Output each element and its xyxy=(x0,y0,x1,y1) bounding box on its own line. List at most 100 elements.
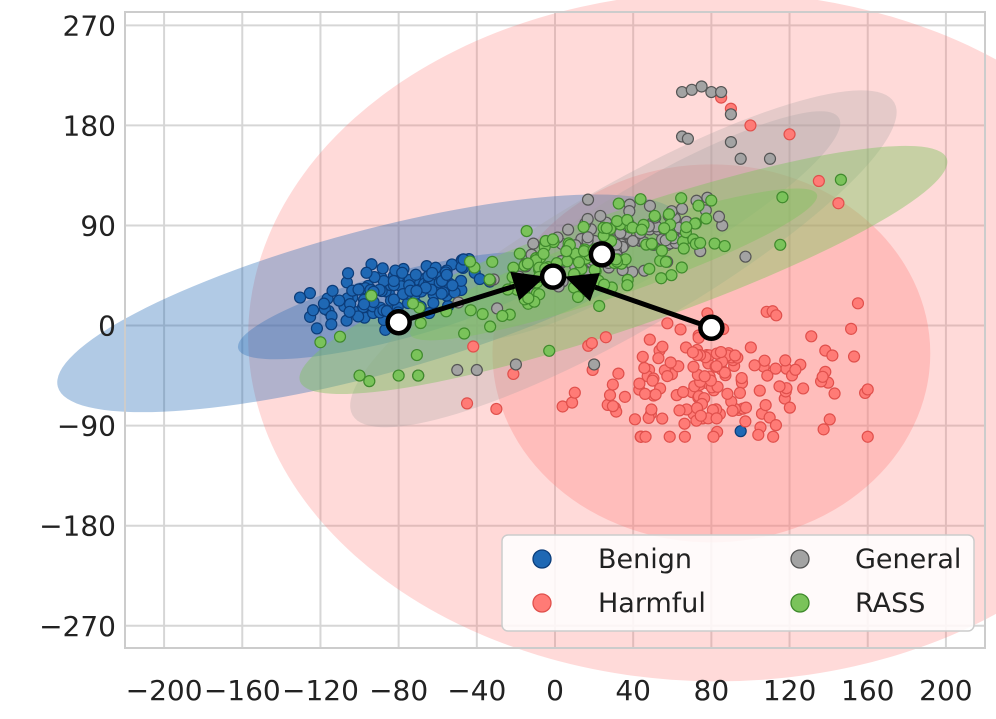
point-harmful xyxy=(467,340,480,353)
point-benign xyxy=(410,284,423,297)
point-harmful xyxy=(674,323,687,336)
point-benign xyxy=(326,284,339,297)
point-harmful xyxy=(744,119,757,132)
point-rass xyxy=(834,173,847,186)
x-tick-label: 160 xyxy=(841,674,894,707)
x-tick-label: −40 xyxy=(447,674,506,707)
point-general xyxy=(712,210,726,223)
y-tick-label: −180 xyxy=(39,510,116,543)
point-harmful xyxy=(783,401,796,414)
point-harmful xyxy=(761,369,774,382)
point-general xyxy=(695,80,708,93)
point-general xyxy=(643,199,657,212)
legend-label-rass: RASS xyxy=(855,588,925,619)
point-benign xyxy=(446,279,459,292)
point-rass xyxy=(658,222,671,235)
point-benign xyxy=(440,268,453,281)
x-tick-label: 120 xyxy=(763,674,816,707)
point-benign xyxy=(387,293,400,306)
point-general xyxy=(594,209,607,223)
point-rass xyxy=(662,208,676,221)
point-harmful xyxy=(585,336,598,350)
point-rass xyxy=(314,336,327,349)
point-harmful xyxy=(643,333,656,346)
point-harmful xyxy=(565,396,579,409)
y-tick-label: −90 xyxy=(57,410,116,443)
point-rass xyxy=(645,237,658,250)
legend-item-general: General xyxy=(790,544,961,575)
point-harmful xyxy=(673,404,686,417)
x-tick-label: −120 xyxy=(282,674,359,707)
point-harmful xyxy=(753,384,766,397)
point-harmful xyxy=(769,362,782,375)
point-rass xyxy=(412,369,425,382)
point-general xyxy=(562,223,575,236)
point-rass xyxy=(410,348,423,362)
legend-label-general: General xyxy=(855,544,961,575)
point-harmful xyxy=(789,363,802,376)
point-harmful xyxy=(718,366,731,379)
point-harmful xyxy=(828,387,841,400)
point-harmful xyxy=(735,371,748,385)
point-general xyxy=(675,202,689,215)
point-rass xyxy=(496,309,509,323)
point-harmful xyxy=(769,419,783,432)
point-harmful xyxy=(812,174,825,188)
legend-marker-harmful xyxy=(532,593,552,613)
point-benign xyxy=(293,291,307,304)
point-rass xyxy=(776,191,789,204)
legend: Benign General Harmful RASS xyxy=(501,534,975,632)
point-harmful xyxy=(645,403,658,416)
point-harmful xyxy=(639,430,652,443)
point-harmful xyxy=(612,367,625,380)
point-rass xyxy=(665,229,678,242)
point-rass xyxy=(655,244,669,257)
point-harmful xyxy=(710,360,723,373)
point-harmful xyxy=(861,383,874,396)
point-rass xyxy=(692,199,705,212)
centroid-rass xyxy=(539,263,567,290)
point-harmful xyxy=(656,340,669,353)
point-harmful xyxy=(770,309,783,322)
point-benign xyxy=(343,305,356,318)
arrow-shaft xyxy=(594,284,713,331)
point-harmful xyxy=(759,399,772,412)
point-harmful xyxy=(638,387,652,400)
point-harmful xyxy=(656,412,669,425)
x-tick-label: 0 xyxy=(546,674,564,707)
y-axis-ticks: 270 180 90 0 −90 −180 −270 xyxy=(39,9,116,642)
point-benign xyxy=(409,268,422,281)
point-harmful xyxy=(710,412,723,425)
point-harmful xyxy=(687,360,700,373)
y-tick-label: 0 xyxy=(98,310,116,343)
point-rass xyxy=(655,272,668,285)
point-harmful xyxy=(832,197,845,210)
point-general xyxy=(626,234,639,248)
point-harmful xyxy=(707,430,720,443)
point-benign xyxy=(427,296,440,310)
point-rass xyxy=(665,269,678,282)
centroid-benign xyxy=(385,308,412,336)
point-rass xyxy=(700,212,713,225)
centroid-harmful xyxy=(698,314,725,342)
point-benign xyxy=(396,266,409,279)
y-tick-label: −270 xyxy=(39,610,116,643)
point-rass xyxy=(543,344,556,357)
legend-label-harmful: Harmful xyxy=(598,588,706,619)
point-harmful xyxy=(714,345,728,359)
point-harmful xyxy=(664,356,677,369)
point-benign xyxy=(317,297,331,310)
point-rass xyxy=(677,242,690,255)
point-harmful xyxy=(606,400,620,413)
point-rass xyxy=(483,273,496,286)
point-harmful xyxy=(823,413,836,426)
point-rass xyxy=(612,197,625,210)
y-tick-label: 270 xyxy=(63,9,116,42)
point-rass xyxy=(406,297,420,310)
point-harmful xyxy=(748,359,761,372)
point-harmful xyxy=(826,349,839,362)
point-harmful xyxy=(603,389,617,402)
point-rass xyxy=(572,256,586,269)
point-harmful xyxy=(460,397,474,410)
